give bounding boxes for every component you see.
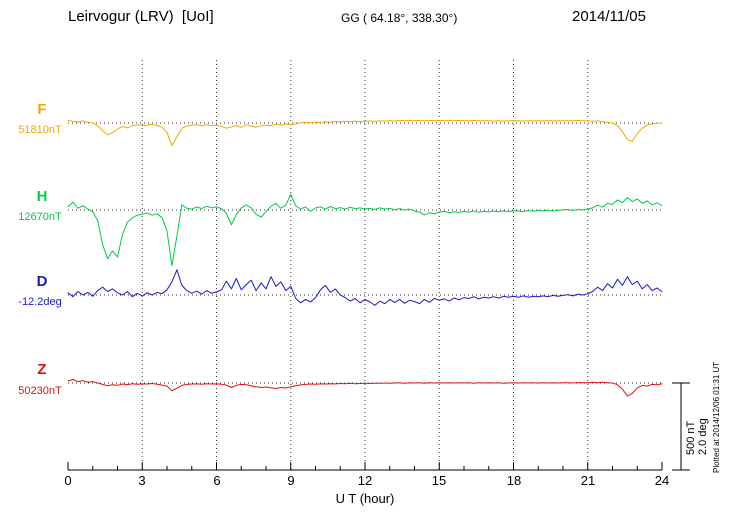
series-label-Z: Z bbox=[37, 361, 47, 378]
plotted-timestamp: Plotted at 2014/12/06 01:31 UT bbox=[712, 361, 721, 473]
series-baseline-value-F: 51810nT bbox=[18, 124, 62, 136]
trace-F bbox=[67, 119, 663, 147]
series-baseline-value-Z: 50230nT bbox=[18, 385, 62, 397]
series-baseline-value-D: -12.2deg bbox=[18, 296, 62, 308]
trace-Z bbox=[67, 379, 663, 397]
x-tick-label-24: 24 bbox=[654, 473, 670, 488]
trace-D bbox=[67, 269, 663, 306]
station-title: Leirvogur (LRV) [UoI] bbox=[68, 8, 214, 25]
x-tick-label-18: 18 bbox=[506, 473, 522, 488]
scale-label-nt: 500 nT bbox=[685, 420, 697, 455]
x-axis-title: U T (hour) bbox=[335, 491, 395, 506]
series-label-H: H bbox=[36, 188, 48, 205]
geographic-coords: GG ( 64.18°, 338.30°) bbox=[341, 11, 458, 25]
x-tick-label-3: 3 bbox=[138, 473, 146, 488]
date-label: 2014/11/05 bbox=[572, 8, 646, 25]
trace-H bbox=[67, 193, 663, 267]
scale-label-deg: 2.0 deg bbox=[697, 418, 709, 455]
series-label-D: D bbox=[36, 273, 48, 290]
x-tick-label-9: 9 bbox=[287, 473, 295, 488]
series-label-F: F bbox=[37, 101, 47, 118]
x-tick-label-15: 15 bbox=[431, 473, 447, 488]
x-tick-label-21: 21 bbox=[580, 473, 596, 488]
x-tick-label-0: 0 bbox=[64, 473, 72, 488]
series-baseline-value-H: 12670nT bbox=[18, 211, 62, 223]
x-tick-label-6: 6 bbox=[213, 473, 221, 488]
x-tick-label-12: 12 bbox=[357, 473, 373, 488]
